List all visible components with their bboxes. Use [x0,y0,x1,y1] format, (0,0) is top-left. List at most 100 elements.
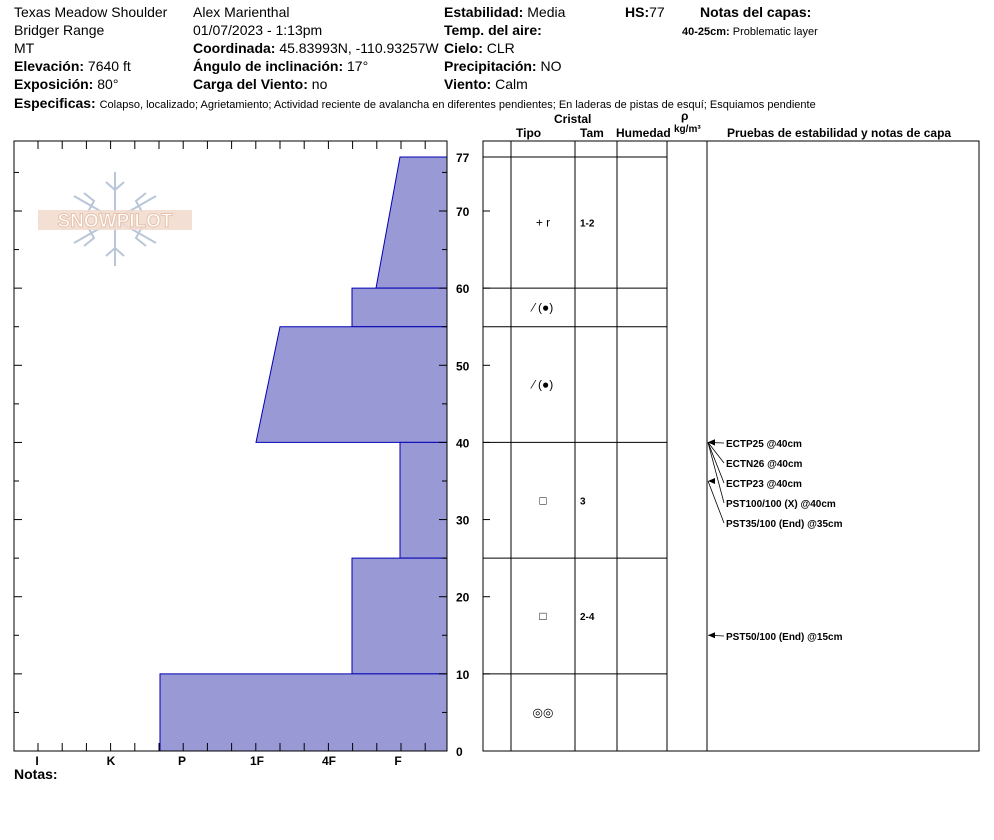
wind-load-value: no [311,76,328,92]
grain-type-symbol: ⁄ (●) [530,378,554,392]
layer-note-row: 40-25cm: Problematic layer [682,24,818,40]
depth-tick-label: 30 [456,514,470,528]
hardness-layer-5 [351,557,448,675]
notes-label: Notas: [14,766,58,782]
stability-test-label: PST35/100 (End) @35cm [726,519,843,530]
test-arrow-head [708,439,715,446]
depth-tick-label: 10 [456,668,470,682]
specifics-row: Especificas: Colapso, localizado; Agriet… [14,95,816,113]
hs-label: HS: [625,4,650,20]
layer-notes-label: Notas del capas: [700,4,812,20]
depth-tick-label: 77 [456,151,470,165]
depth-tick-label: 70 [456,205,470,219]
test-arrow-line [707,480,725,524]
wind-label: Viento: [444,76,492,92]
location-name: Texas Meadow Shoulder [14,4,168,20]
stability-test-label: ECTN26 @40cm [726,459,803,470]
col-tests-label: Pruebas de estabilidad y notas de capa [727,126,952,140]
slope-label: Ángulo de inclinación: [193,58,344,74]
stability-test-label: PST50/100 (End) @15cm [726,632,843,643]
state-name: MT [14,40,35,56]
precip-value: NO [540,58,562,74]
hardness-tick-label: P [178,754,186,768]
depth-tick-label: 50 [456,359,470,373]
test-arrow-line [707,442,725,484]
hardness-tick-label: 4F [322,754,336,768]
hardness-layer-3 [255,326,448,443]
layer-note-depth: 40-25cm: [682,26,730,38]
slope-row: Ángulo de inclinación: 17° [193,58,368,74]
aspect-label: Exposición: [14,76,94,92]
slope-value: 17° [347,58,369,74]
sky-label: Cielo: [444,40,483,56]
hardness-layer-1 [375,156,448,289]
stability-test-label: ECTP23 @40cm [726,479,802,490]
grain-type-symbol: ⁄ (●) [530,300,554,314]
grain-type-symbol: □ [539,493,546,507]
wind-row: Viento: Calm [444,76,528,92]
elevation-label: Elevación: [14,58,85,74]
logo-text: SNOWPILOT [57,211,172,232]
depth-tick-label: 0 [456,745,463,759]
range-name: Bridger Range [14,22,105,38]
wind-value: Calm [495,76,528,92]
col-density-unit: kg/m³ [674,124,701,135]
hardness-tick-label: K [107,754,116,768]
coordinate-row: Coordinada: 45.83993N, -110.93257W [193,40,439,56]
hardness-tick-label: I [35,754,38,768]
test-arrow-head [708,632,715,639]
specifics-text: Colapso, localizado; Agrietamiento; Acti… [99,99,816,111]
aspect-value: 80° [97,76,119,92]
layer-note-text: Problematic layer [732,26,818,38]
grain-type-symbol: + r [536,216,550,230]
wind-load-row: Carga del Viento: no [193,76,327,92]
sky-row: Cielo: CLR [444,40,515,56]
hardness-layer-6 [159,673,448,752]
coordinate-value: 45.83993N, -110.93257W [279,40,439,56]
stability-test-label: ECTP25 @40cm [726,439,802,450]
test-arrow-head [708,478,715,484]
stability-value: Media [527,4,566,20]
crystal-table-frame [482,140,980,752]
observer-name: Alex Marienthal [193,4,290,20]
col-rho-label: ρ [681,109,689,123]
hardness-tick-label: F [394,754,401,768]
elevation-value: 7640 ft [87,58,131,74]
coordinate-label: Coordinada: [193,40,276,56]
hardness-tick-label: 1F [250,754,264,768]
col-crystal-label: Cristal [554,112,592,126]
grain-size-value: 1-2 [580,219,595,230]
precip-row: Precipitación: NO [444,58,561,74]
stability-label: Estabilidad: [444,4,524,20]
depth-tick-label: 20 [456,591,470,605]
aspect-row: Exposición: 80° [14,76,118,92]
hs-value: 77 [649,4,665,20]
elevation-row: Elevación: 7640 ft [14,58,131,74]
test-arrow-line [707,442,725,504]
grain-type-symbol: ◎◎ [533,705,554,719]
test-arrow-line [707,442,725,464]
air-temp-row: Temp. del aire: [444,22,542,38]
sky-value: CLR [486,40,515,56]
precip-label: Precipitación: [444,58,537,74]
grain-size-value: 2-4 [580,612,595,623]
stability-row: Estabilidad: Media [444,4,565,20]
depth-tick-label: 60 [456,282,470,296]
hardness-layer-2 [351,287,448,328]
col-type-label: Tipo [516,126,542,140]
grain-type-symbol: □ [539,609,546,623]
wind-load-label: Carga del Viento: [193,76,308,92]
specifics-label: Especificas: [14,95,96,111]
hs-row: HS:77 [625,4,665,20]
grain-size-value: 3 [580,496,586,507]
air-temp-label: Temp. del aire: [444,22,542,38]
col-size-label: Tam [580,126,604,140]
observation-datetime: 01/07/2023 - 1:13pm [193,22,323,38]
depth-tick-label: 40 [456,436,470,450]
snowpilot-logo: SNOWPILOT [38,172,192,266]
col-moisture-label: Humedad [616,126,671,140]
hardness-layer-4 [399,441,448,559]
stability-test-label: PST100/100 (X) @40cm [726,499,836,510]
hardness-plot-frame [13,140,448,752]
